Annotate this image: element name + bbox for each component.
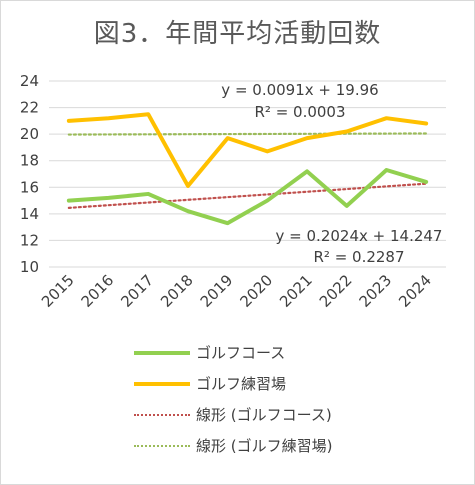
- x-tick-label-2020: 2020: [236, 271, 276, 311]
- trendline-r2-1: R² = 0.0003: [254, 103, 345, 121]
- legend-item-range: ゴルフ練習場: [134, 368, 332, 399]
- y-tick-label-18: 18: [20, 152, 39, 170]
- x-tick-label-2018: 2018: [157, 271, 197, 311]
- trendline-0: [67, 182, 428, 209]
- trendline-r2-0: R² = 0.2287: [313, 248, 404, 266]
- x-tick-label-2017: 2017: [117, 271, 157, 311]
- legend-item-trend-range: 線形 (ゴルフ練習場): [134, 430, 332, 461]
- series-line-1: [66, 112, 429, 188]
- legend-label-range: ゴルフ練習場: [196, 375, 287, 393]
- trendline-equation-1: y = 0.0091x + 19.96: [221, 81, 378, 99]
- x-tick-label-2016: 2016: [78, 271, 118, 311]
- trendline-equation-0: y = 0.2024x + 14.247: [276, 227, 443, 245]
- x-tick-label-2021: 2021: [276, 271, 316, 311]
- legend-item-course: ゴルフコース: [134, 337, 332, 368]
- y-tick-label-24: 24: [20, 72, 39, 90]
- x-tick-label-2023: 2023: [356, 271, 396, 311]
- y-tick-label-20: 20: [20, 125, 39, 143]
- y-tick-label-10: 10: [20, 258, 39, 276]
- legend-label-trend-range: 線形 (ゴルフ練習場): [196, 437, 333, 455]
- legend-label-course: ゴルフコース: [196, 344, 286, 362]
- x-tick-label-2024: 2024: [395, 271, 435, 311]
- series-line-0: [66, 168, 429, 226]
- legend-swatch-trend-range: [134, 444, 190, 447]
- y-tick-label-12: 12: [20, 231, 39, 249]
- legend-swatch-trend-course: [134, 413, 190, 416]
- legend-swatch-range: [134, 381, 190, 386]
- x-tick-label-2015: 2015: [38, 271, 78, 311]
- y-tick-label-16: 16: [20, 178, 39, 196]
- legend-label-trend-course: 線形 (ゴルフコース): [196, 406, 332, 424]
- y-tick-label-14: 14: [20, 205, 39, 223]
- legend-swatch-course: [134, 350, 190, 355]
- trendline-1: [67, 132, 428, 136]
- legend-item-trend-course: 線形 (ゴルフコース): [134, 399, 332, 430]
- x-tick-label-2019: 2019: [197, 271, 237, 311]
- x-tick-label-2022: 2022: [316, 271, 356, 311]
- chart-legend: ゴルフコース ゴルフ練習場 線形 (ゴルフコース) 線形 (ゴルフ練習場): [134, 337, 332, 461]
- y-tick-label-22: 22: [20, 99, 39, 117]
- chart-title: 図3．年間平均活動回数: [93, 19, 382, 49]
